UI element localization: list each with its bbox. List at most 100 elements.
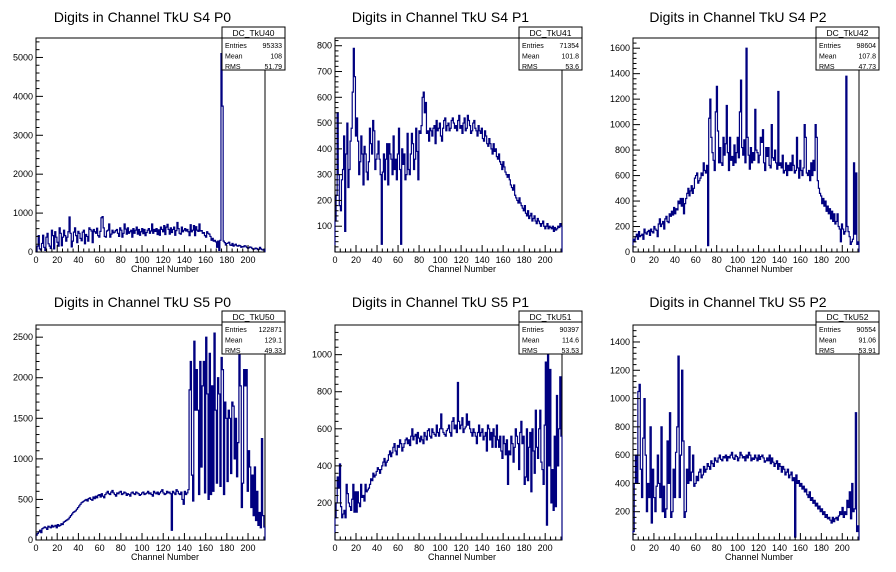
y-tick-label: 1500 xyxy=(13,413,33,423)
stats-box xyxy=(221,26,286,71)
stats-value: 101.8 xyxy=(561,54,579,61)
x-tick-label: 180 xyxy=(517,543,532,553)
x-tick-label: 60 xyxy=(691,255,701,265)
stats-value: 91.06 xyxy=(858,338,876,345)
histogram-panel-3: Digits in Channel TkU S4 P2 0 20 40 60 80 100 1… xyxy=(610,9,880,274)
x-tick-label: 200 xyxy=(538,543,553,553)
x-tick-label: 200 xyxy=(241,543,256,553)
y-tick-label: 600 xyxy=(317,92,332,102)
y-tick-label: 1000 xyxy=(312,350,332,360)
x-tick-label: 160 xyxy=(496,543,511,553)
histogram-panel-2: Digits in Channel TkU S4 P1 0 20 40 60 80 100 1… xyxy=(317,9,583,274)
stats-key: Mean xyxy=(225,54,243,61)
stats-key: Entries xyxy=(225,43,247,50)
y-tick-label: 3000 xyxy=(13,130,33,140)
stats-value: 90554 xyxy=(857,327,877,334)
x-tick-label: 160 xyxy=(793,255,808,265)
stats-value: 53.91 xyxy=(858,348,876,355)
stats-key: Mean xyxy=(819,54,837,61)
y-tick-label: 600 xyxy=(615,171,630,181)
x-tick-label: 80 xyxy=(116,255,126,265)
y-tick-label: 400 xyxy=(615,478,630,488)
x-tick-label: 120 xyxy=(751,543,766,553)
y-tick-label: 1000 xyxy=(13,208,33,218)
stats-key: Entries xyxy=(522,327,544,334)
x-tick-label: 160 xyxy=(198,255,213,265)
histogram-panel-1: Digits in Channel TkU S4 P0 0 20 40 60 80 100 1… xyxy=(13,9,286,274)
stats-value: 47.73 xyxy=(858,64,876,71)
y-tick-label: 200 xyxy=(317,498,332,508)
x-tick-label: 60 xyxy=(393,255,403,265)
x-tick-label: 120 xyxy=(156,255,171,265)
x-tick-label: 200 xyxy=(835,255,850,265)
stats-value: 107.8 xyxy=(858,54,876,61)
x-axis-label: Channel Number xyxy=(428,264,496,274)
stats-key: Mean xyxy=(522,54,540,61)
chart-title: Digits in Channel TkU S5 P1 xyxy=(352,294,529,310)
x-tick-label: 60 xyxy=(691,543,701,553)
x-axis-label: Channel Number xyxy=(428,552,496,562)
stats-key: Mean xyxy=(522,338,540,345)
x-tick-label: 200 xyxy=(835,543,850,553)
x-tick-label: 0 xyxy=(630,543,635,553)
x-tick-label: 140 xyxy=(177,255,192,265)
x-tick-label: 100 xyxy=(730,543,745,553)
stats-value: 53.6 xyxy=(565,64,579,71)
x-tick-label: 180 xyxy=(814,255,829,265)
y-tick-label: 1000 xyxy=(13,454,33,464)
x-tick-label: 120 xyxy=(454,543,469,553)
x-tick-label: 140 xyxy=(772,255,787,265)
stats-key: RMS xyxy=(819,64,835,71)
x-tick-label: 20 xyxy=(351,255,361,265)
stats-key: Entries xyxy=(522,43,544,50)
stats-value: 108 xyxy=(270,54,282,61)
stats-value: 51.79 xyxy=(264,64,282,71)
x-tick-label: 100 xyxy=(135,543,150,553)
x-tick-label: 40 xyxy=(73,255,83,265)
y-tick-label: 200 xyxy=(615,507,630,517)
x-tick-label: 160 xyxy=(793,543,808,553)
stats-key: Mean xyxy=(819,338,837,345)
x-tick-label: 0 xyxy=(33,255,38,265)
x-tick-label: 160 xyxy=(496,255,511,265)
y-tick-label: 2000 xyxy=(13,373,33,383)
stats-value: 49.33 xyxy=(264,348,282,355)
x-tick-label: 20 xyxy=(52,255,62,265)
x-tick-label: 60 xyxy=(95,255,105,265)
x-axis-label: Channel Number xyxy=(131,552,199,562)
plot-frame xyxy=(334,37,563,253)
histogram-series-line xyxy=(35,52,266,252)
y-tick-label: 1400 xyxy=(610,337,630,347)
stats-key: RMS xyxy=(225,348,241,355)
x-tick-label: 200 xyxy=(241,255,256,265)
stats-box xyxy=(815,310,880,355)
y-tick-label: 5000 xyxy=(13,52,33,62)
stats-box xyxy=(518,310,583,355)
stats-key: Entries xyxy=(819,327,841,334)
y-tick-label: 600 xyxy=(615,450,630,460)
y-tick-label: 1200 xyxy=(610,94,630,104)
y-tick-label: 100 xyxy=(317,221,332,231)
histogram-series-line xyxy=(35,328,266,540)
x-tick-label: 80 xyxy=(414,543,424,553)
y-tick-label: 1000 xyxy=(610,394,630,404)
stats-box xyxy=(815,26,880,71)
stats-box-name: DC_TkU41 xyxy=(529,28,571,38)
stats-key: Entries xyxy=(819,43,841,50)
histogram-series-line xyxy=(334,47,563,252)
plot-frame xyxy=(334,324,563,541)
x-tick-label: 120 xyxy=(156,543,171,553)
stats-box xyxy=(518,26,583,71)
stats-value: 95333 xyxy=(263,43,283,50)
x-tick-label: 20 xyxy=(649,255,659,265)
y-tick-label: 2500 xyxy=(13,332,33,342)
stats-box-name: DC_TkU42 xyxy=(826,28,868,38)
x-tick-label: 140 xyxy=(475,255,490,265)
y-tick-label: 200 xyxy=(615,222,630,232)
x-axis-label: Channel Number xyxy=(131,264,199,274)
stats-value: 122871 xyxy=(259,327,282,334)
y-tick-label: 800 xyxy=(615,145,630,155)
x-tick-label: 140 xyxy=(772,543,787,553)
x-tick-label: 140 xyxy=(177,543,192,553)
